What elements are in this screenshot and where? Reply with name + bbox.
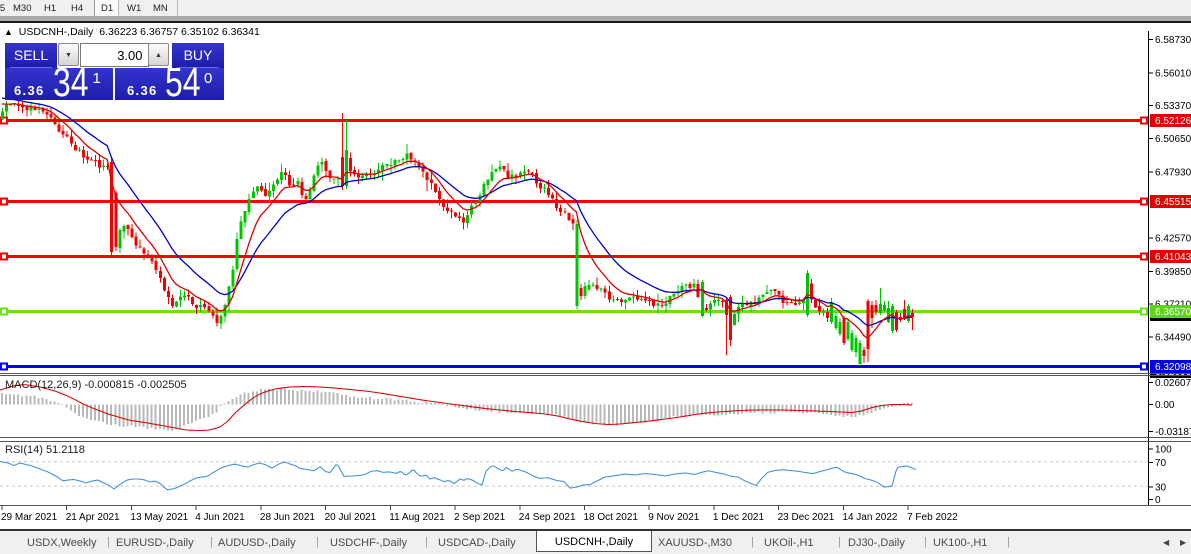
svg-text:21 Apr 2021: 21 Apr 2021 [66,512,120,523]
svg-text:7 Feb 2022: 7 Feb 2022 [907,512,958,523]
svg-text:9 Nov 2021: 9 Nov 2021 [648,512,700,523]
svg-text:6.58730: 6.58730 [1155,35,1191,46]
svg-text:-0.03187: -0.03187 [1155,427,1191,438]
svg-text:6.50650: 6.50650 [1155,134,1191,145]
svg-text:6.34490: 6.34490 [1155,333,1191,344]
svg-text:24 Sep 2021: 24 Sep 2021 [519,512,576,523]
svg-text:6.36570: 6.36570 [1155,307,1191,318]
svg-text:30: 30 [1155,483,1167,494]
svg-text:28 Jun 2021: 28 Jun 2021 [260,512,315,523]
svg-text:6.37210: 6.37210 [1155,299,1191,310]
svg-text:6.52126: 6.52126 [1155,116,1191,127]
svg-text:29 Mar 2021: 29 Mar 2021 [1,512,58,523]
svg-text:0.02607: 0.02607 [1155,378,1191,389]
svg-text:23 Dec 2021: 23 Dec 2021 [778,512,835,523]
svg-text:6.42570: 6.42570 [1155,234,1191,245]
svg-text:20 Jul 2021: 20 Jul 2021 [325,512,377,523]
svg-text:6.45515: 6.45515 [1155,197,1191,208]
svg-text:6.53370: 6.53370 [1155,101,1191,112]
svg-text:18 Oct 2021: 18 Oct 2021 [584,512,639,523]
svg-text:70: 70 [1155,458,1167,469]
svg-text:4 Jun 2021: 4 Jun 2021 [195,512,245,523]
svg-text:6.47930: 6.47930 [1155,168,1191,179]
svg-text:6.32098: 6.32098 [1155,362,1191,373]
svg-text:13 May 2021: 13 May 2021 [130,512,188,523]
svg-text:14 Jan 2022: 14 Jan 2022 [842,512,897,523]
svg-text:11 Aug 2021: 11 Aug 2021 [389,512,445,523]
svg-text:6.56010: 6.56010 [1155,68,1191,79]
svg-text:MACD(12,26,9) -0.000815 -0.002: MACD(12,26,9) -0.000815 -0.002505 [5,379,187,391]
svg-text:2 Sep 2021: 2 Sep 2021 [454,512,506,523]
svg-text:6.41043: 6.41043 [1155,252,1191,263]
svg-text:6.39850: 6.39850 [1155,267,1191,278]
svg-text:0.00: 0.00 [1155,400,1175,411]
svg-text:RSI(14) 51.2118: RSI(14) 51.2118 [5,444,85,456]
svg-text:100: 100 [1155,445,1172,456]
svg-text:1 Dec 2021: 1 Dec 2021 [713,512,765,523]
svg-text:0: 0 [1155,495,1161,506]
